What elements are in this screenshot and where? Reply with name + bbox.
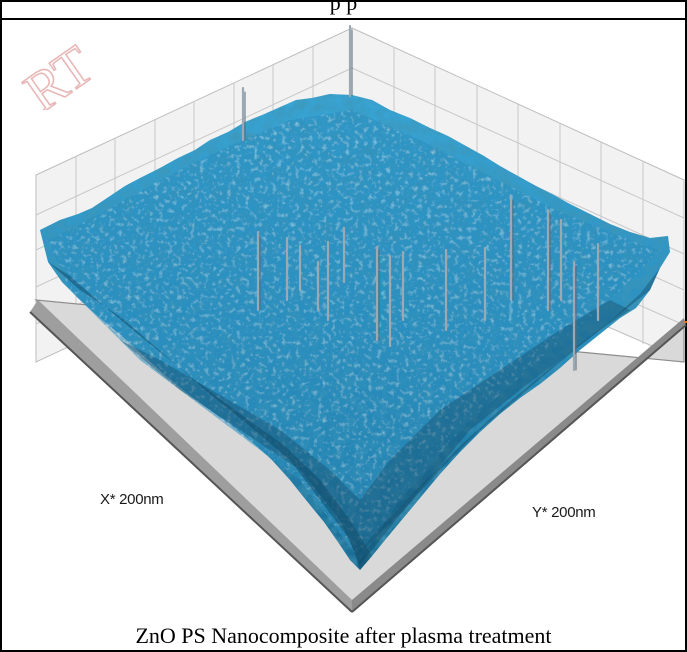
- x-axis-scan-size-label: X* 200nm: [100, 491, 164, 508]
- y-axis-scan-size-label: Y* 200nm: [532, 504, 596, 521]
- cropped-previous-caption: p p: [329, 0, 358, 15]
- surface-spikes: [241, 24, 600, 372]
- figure-caption: ZnO PS Nanocomposite after plasma treatm…: [135, 623, 552, 648]
- afm-3d-surface-plot: [29, 24, 687, 613]
- caption-divider: [0, 18, 687, 20]
